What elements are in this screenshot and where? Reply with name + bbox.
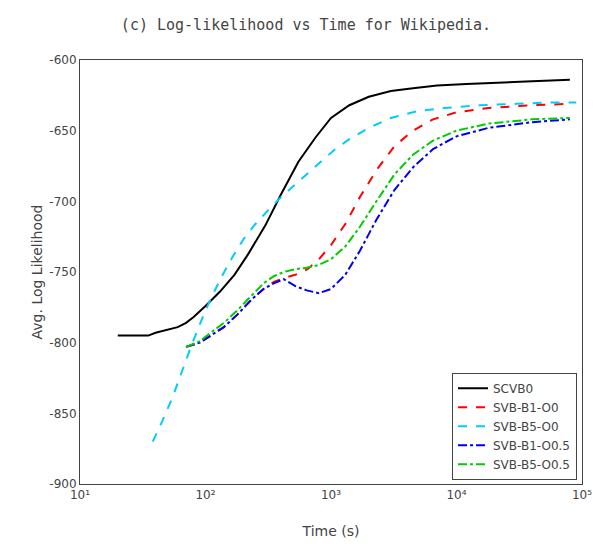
- svg-text:SVB-B5-O0: SVB-B5-O0: [493, 420, 559, 434]
- svg-text:(c) Log-likelihood vs Time for: (c) Log-likelihood vs Time for Wikipedia…: [121, 16, 491, 34]
- svg-text:-600: -600: [49, 53, 76, 67]
- svg-text:-700: -700: [49, 195, 76, 209]
- svg-text:10¹: 10¹: [70, 488, 90, 502]
- svg-text:Avg. Log Likelihood: Avg. Log Likelihood: [29, 205, 45, 340]
- svg-text:-650: -650: [49, 124, 76, 138]
- svg-text:-750: -750: [49, 265, 76, 279]
- svg-text:10⁵: 10⁵: [572, 488, 592, 502]
- svg-text:SVB-B1-O0: SVB-B1-O0: [493, 401, 559, 415]
- svg-text:Time (s): Time (s): [302, 523, 360, 539]
- svg-text:10⁴: 10⁴: [446, 488, 466, 502]
- svg-text:10²: 10²: [195, 488, 215, 502]
- svg-text:-850: -850: [49, 407, 76, 421]
- svg-text:-900: -900: [49, 477, 76, 491]
- svg-text:10³: 10³: [321, 488, 341, 502]
- svg-text:SVB-B5-O0.5: SVB-B5-O0.5: [493, 458, 570, 472]
- svg-text:-800: -800: [49, 336, 76, 350]
- svg-text:SCVB0: SCVB0: [493, 382, 533, 396]
- svg-text:SVB-B1-O0.5: SVB-B1-O0.5: [493, 439, 570, 453]
